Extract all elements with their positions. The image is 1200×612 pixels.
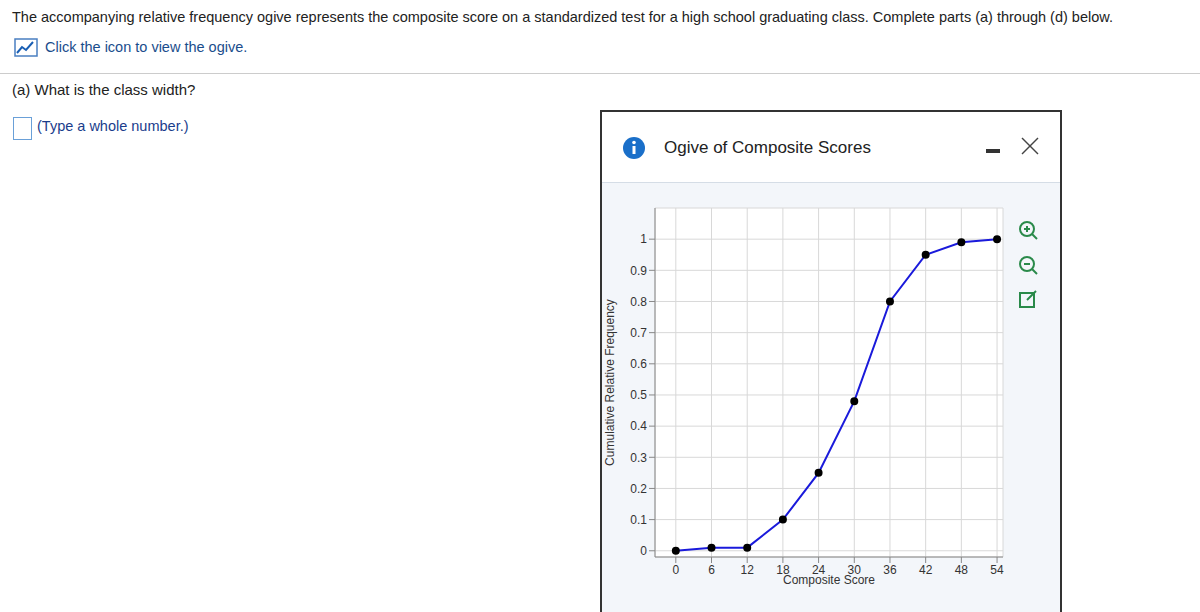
svg-text:42: 42	[919, 563, 933, 577]
svg-text:0.5: 0.5	[630, 388, 647, 402]
svg-text:6: 6	[708, 563, 715, 577]
svg-text:1: 1	[640, 232, 647, 246]
svg-text:0.7: 0.7	[630, 326, 647, 340]
html-text:Ogive of Composite Scores: Ogive of Composite Scores	[664, 138, 871, 157]
svg-text:12: 12	[741, 563, 755, 577]
svg-text:0.3: 0.3	[630, 451, 647, 465]
html-text:The accompanying relative freq: The accompanying relative frequency ogiv…	[12, 9, 1113, 25]
html-text:Click the icon to view the ogi: Click the icon to view the ogive.	[45, 39, 248, 55]
svg-text:30: 30	[847, 562, 861, 577]
svg-text:0.6: 0.6	[630, 357, 647, 371]
svg-text:0.4: 0.4	[630, 419, 647, 433]
svg-text:24: 24	[811, 562, 826, 577]
svg-text:0: 0	[640, 544, 647, 558]
html-text:(a) What is the class width?: (a) What is the class width?	[12, 81, 196, 98]
svg-text:0.8: 0.8	[630, 295, 647, 309]
svg-text:18: 18	[776, 562, 790, 577]
svg-text:Cumulative Relative Frequency: Cumulative Relative Frequency	[603, 299, 617, 466]
svg-text:Composite Score: Composite Score	[783, 573, 875, 587]
svg-text:0.2: 0.2	[630, 482, 647, 496]
svg-text:48: 48	[955, 563, 969, 577]
svg-text:0: 0	[672, 563, 679, 577]
svg-text:0.9: 0.9	[630, 264, 647, 278]
svg-text:0.1: 0.1	[630, 513, 647, 527]
html-text:(Type a whole number.): (Type a whole number.)	[37, 118, 189, 134]
svg-text:36: 36	[883, 563, 897, 577]
svg-text:54: 54	[990, 563, 1004, 577]
